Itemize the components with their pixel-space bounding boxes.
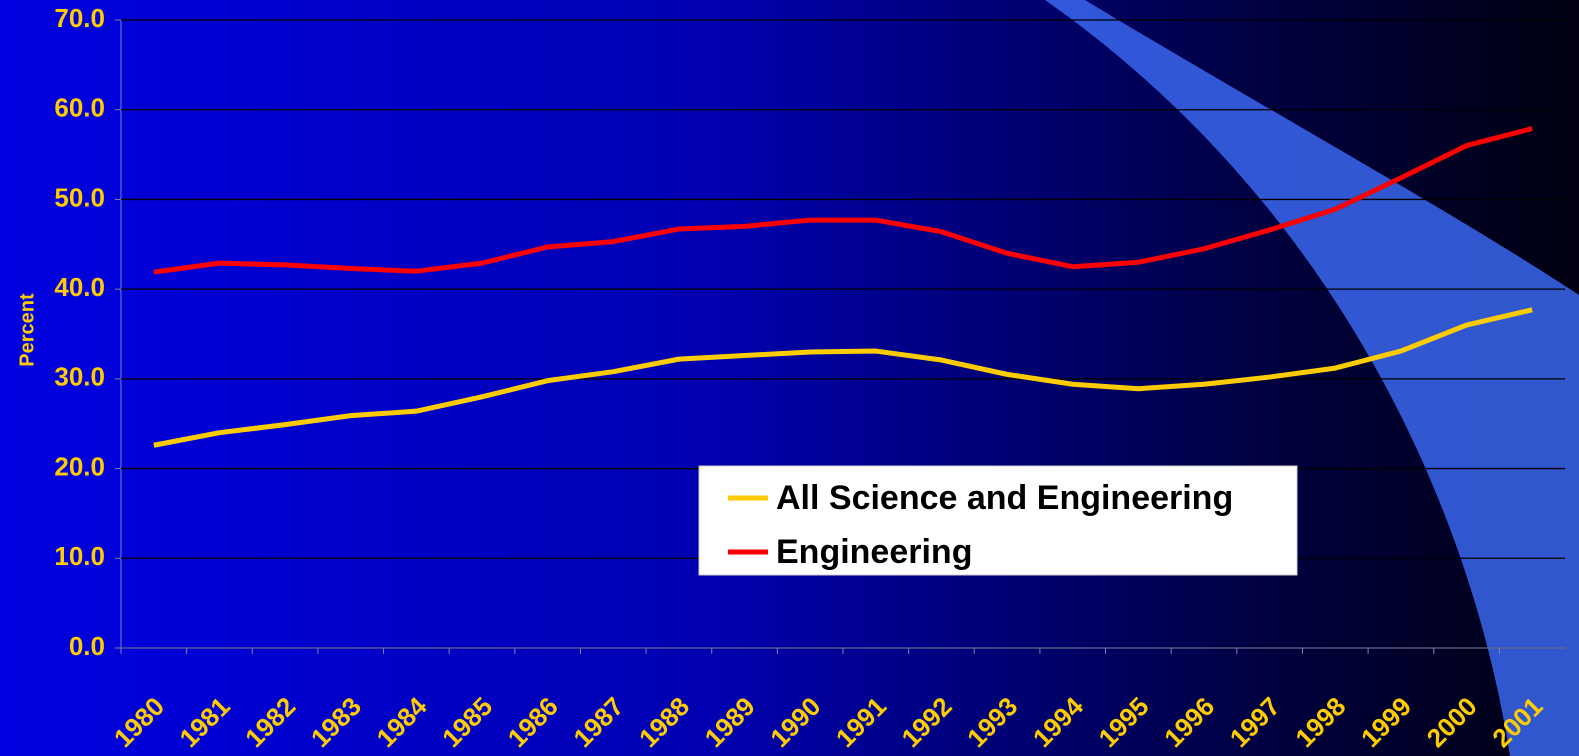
- y-tick-label: 0.0: [69, 631, 105, 661]
- series-line: [153, 126, 1533, 275]
- y-tick-label: 40.0: [54, 272, 105, 302]
- y-tick-label: 10.0: [54, 541, 105, 571]
- y-tick-label: 50.0: [54, 182, 105, 212]
- legend-box: [698, 465, 1298, 576]
- decoration: [1045, 0, 1579, 756]
- legend-label: Engineering: [776, 533, 972, 571]
- y-tick-label: 20.0: [54, 451, 105, 481]
- y-tick-label: 70.0: [54, 3, 105, 33]
- legend-label: All Science and Engineering: [776, 479, 1233, 517]
- y-tick-label: 30.0: [54, 362, 105, 392]
- y-axis-label: Percent: [16, 293, 38, 367]
- series-line: [153, 307, 1533, 448]
- y-tick-label: 60.0: [54, 93, 105, 123]
